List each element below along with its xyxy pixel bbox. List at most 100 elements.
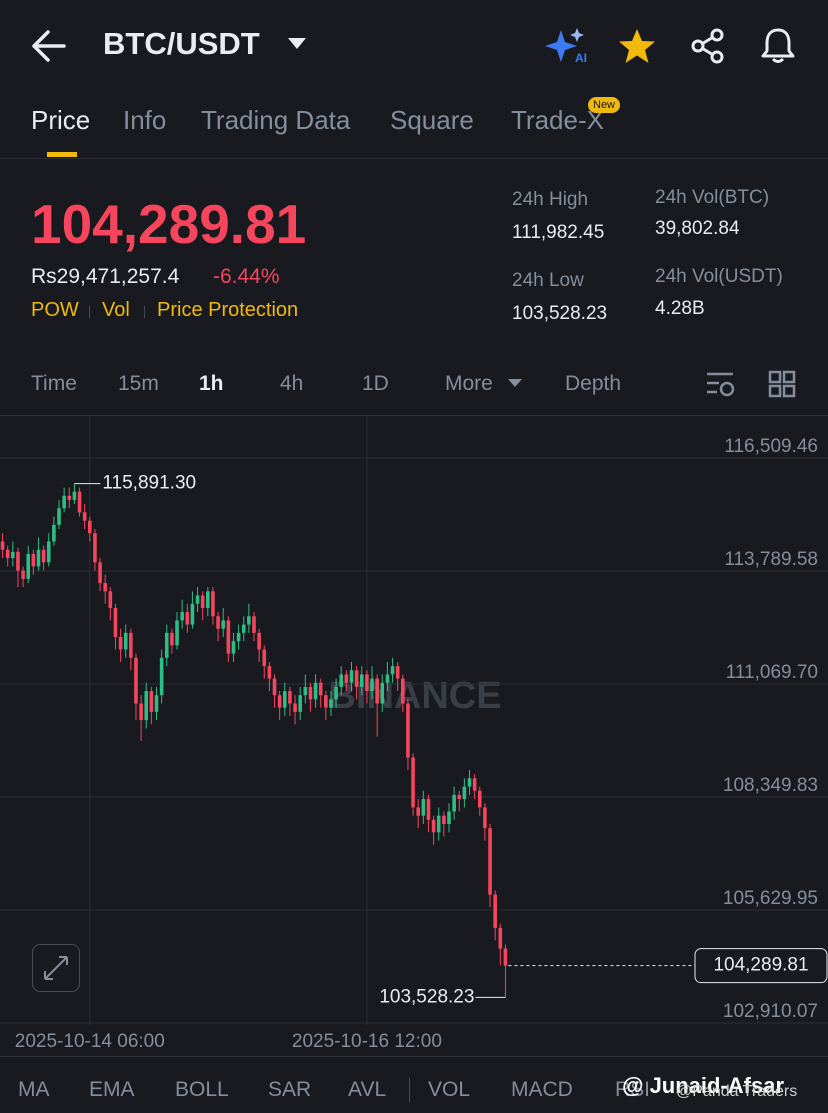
candle-body (98, 562, 102, 584)
y-tick-label: 116,509.46 (724, 436, 818, 457)
last-price-box (694, 948, 828, 984)
candle-body (354, 670, 359, 687)
candle-body (195, 595, 200, 604)
interval[interactable]: More (445, 372, 493, 395)
bell-icon[interactable] (760, 26, 796, 64)
candle-body (313, 682, 318, 700)
y-tick-label: 102,910.07 (723, 1001, 818, 1022)
candle-body (442, 815, 446, 824)
candle-body (401, 678, 405, 704)
tab[interactable]: Price (31, 105, 91, 135)
candle-body (262, 649, 267, 667)
tab[interactable]: Trading Data (201, 105, 351, 135)
stat-label: 24h Vol(BTC) (655, 187, 770, 208)
share-icon[interactable] (690, 28, 726, 64)
more-caret (508, 379, 522, 387)
interval[interactable]: 1D (362, 372, 389, 395)
indicator[interactable]: BOLL (175, 1078, 229, 1101)
indicator[interactable]: VOL (428, 1078, 471, 1101)
candle-body (0, 541, 5, 550)
interval[interactable]: Time (31, 372, 77, 395)
svg-text:AI: AI (575, 51, 587, 65)
candle-body (231, 641, 236, 654)
candle-body (31, 553, 36, 567)
fiat-price: Rs29,471,257.4 (31, 265, 180, 288)
candle-body (11, 551, 15, 559)
candle-body (493, 894, 497, 928)
candle-body (498, 927, 503, 949)
tag[interactable]: Vol (102, 299, 130, 321)
candle-body (93, 533, 97, 563)
price-change: -6.44% (213, 265, 280, 288)
watermark: @Panda Traders (676, 1083, 798, 1100)
expand-button[interactable] (32, 944, 80, 992)
favorite-star[interactable] (618, 28, 656, 64)
pair-title[interactable]: BTC/USDT (103, 26, 260, 61)
candle-body (185, 612, 190, 625)
candle-body (447, 811, 451, 824)
candle-body (180, 612, 184, 621)
candle-body (159, 657, 164, 696)
indicator[interactable]: AVL (348, 1078, 387, 1101)
candle-body (190, 603, 195, 625)
candle-body (411, 757, 415, 808)
candle-body (88, 520, 92, 534)
layout-icon[interactable] (768, 370, 796, 398)
tab[interactable]: Info (123, 105, 167, 135)
indicator[interactable]: SAR (268, 1078, 312, 1101)
candle-body (308, 686, 313, 700)
candle-body (488, 828, 492, 895)
candle-body (41, 549, 46, 563)
candle-body (226, 620, 231, 654)
candle-body (426, 799, 431, 820)
candle-body (457, 794, 462, 800)
indicator[interactable]: MACD (511, 1078, 573, 1101)
ai-icon[interactable]: AI (545, 26, 587, 66)
tab[interactable]: Square (390, 105, 474, 135)
candle-body (36, 549, 41, 567)
last-price-label: 104,289.81 (713, 955, 808, 976)
x-tick-label: 2025-10-14 06:00 (15, 1031, 165, 1052)
candle-body (452, 794, 456, 812)
candle-body (108, 591, 113, 608)
candle-body (329, 699, 333, 708)
stat-value: 4.28B (655, 298, 705, 319)
tag[interactable]: POW (31, 299, 79, 321)
interval[interactable]: 1h (199, 372, 224, 395)
last-price: 104,289.81 (31, 193, 307, 255)
candle-body (288, 691, 292, 704)
interval[interactable]: 15m (118, 372, 159, 395)
indicator[interactable]: EMA (89, 1078, 135, 1101)
candle-body (57, 508, 61, 525)
tag-separator (89, 306, 90, 318)
candle-body (62, 495, 66, 509)
pair-caret[interactable] (288, 38, 306, 50)
candle-body (421, 799, 426, 816)
stat-label: 24h Low (512, 270, 584, 291)
candle-body (272, 678, 277, 696)
settings-icon[interactable] (705, 370, 737, 398)
candle-body (406, 703, 410, 758)
tab[interactable]: Trade-X (511, 105, 604, 135)
candle-body (385, 674, 390, 683)
candle-body (503, 948, 508, 966)
interval[interactable]: 4h (280, 372, 304, 395)
candle-body (170, 632, 174, 646)
candle-body (200, 595, 205, 608)
high-label: 115,891.30 (102, 473, 196, 494)
indicator[interactable]: RSI (615, 1078, 651, 1101)
candle-body (436, 815, 441, 833)
candle-body (349, 670, 354, 683)
tag[interactable]: Price Protection (157, 299, 299, 321)
indicator[interactable]: MA (18, 1078, 50, 1101)
interval[interactable]: Depth (565, 372, 622, 395)
candle-body (236, 632, 241, 642)
stat-value: 39,802.84 (655, 218, 740, 239)
back-button[interactable] (30, 28, 70, 64)
candle-body (216, 616, 220, 629)
candle-body (303, 686, 308, 696)
y-tick-label: 113,789.58 (724, 549, 818, 570)
candle-body (324, 695, 328, 708)
stat-label: 24h Vol(USDT) (655, 266, 783, 287)
stat-value: 111,982.45 (512, 222, 605, 243)
